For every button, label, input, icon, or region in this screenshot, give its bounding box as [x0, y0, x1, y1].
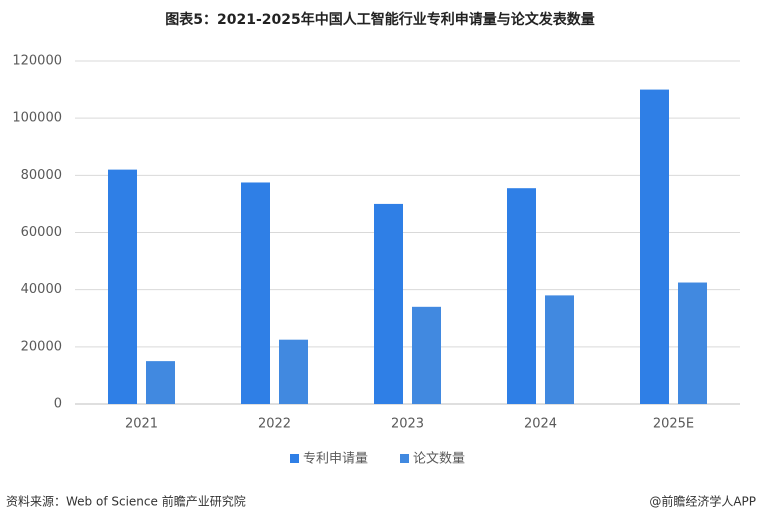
x-tick-label: 2021 [125, 417, 158, 432]
bar [279, 339, 308, 404]
y-tick-label: 120000 [12, 54, 62, 69]
x-tick-label: 2024 [524, 417, 557, 432]
x-tick-label: 2022 [258, 417, 291, 432]
bar [146, 361, 175, 404]
x-tick-label: 2025E [653, 417, 694, 432]
y-tick-label: 0 [54, 397, 62, 412]
legend-swatch [400, 454, 409, 463]
y-tick-label: 60000 [21, 225, 62, 240]
bar [241, 182, 270, 404]
legend-label: 专利申请量 [303, 452, 368, 467]
bar [108, 169, 137, 404]
bar [412, 306, 441, 404]
bar [640, 89, 669, 404]
x-tick-label: 2023 [391, 417, 424, 432]
bar [374, 203, 403, 404]
y-tick-label: 80000 [21, 168, 62, 183]
chart-title: 图表5：2021-2025年中国人工智能行业专利申请量与论文发表数量 [165, 11, 594, 28]
legend-swatch [290, 454, 299, 463]
source: 资料来源：Web of Science 前瞻产业研究院 [6, 494, 246, 509]
bar [678, 282, 707, 404]
credit: @前瞻经济学人APP [649, 494, 756, 509]
legend-label: 论文数量 [413, 452, 465, 467]
bar [545, 295, 574, 404]
y-tick-label: 100000 [12, 111, 62, 126]
y-tick-label: 40000 [21, 282, 62, 297]
y-tick-label: 20000 [21, 339, 62, 354]
bar [507, 188, 536, 404]
